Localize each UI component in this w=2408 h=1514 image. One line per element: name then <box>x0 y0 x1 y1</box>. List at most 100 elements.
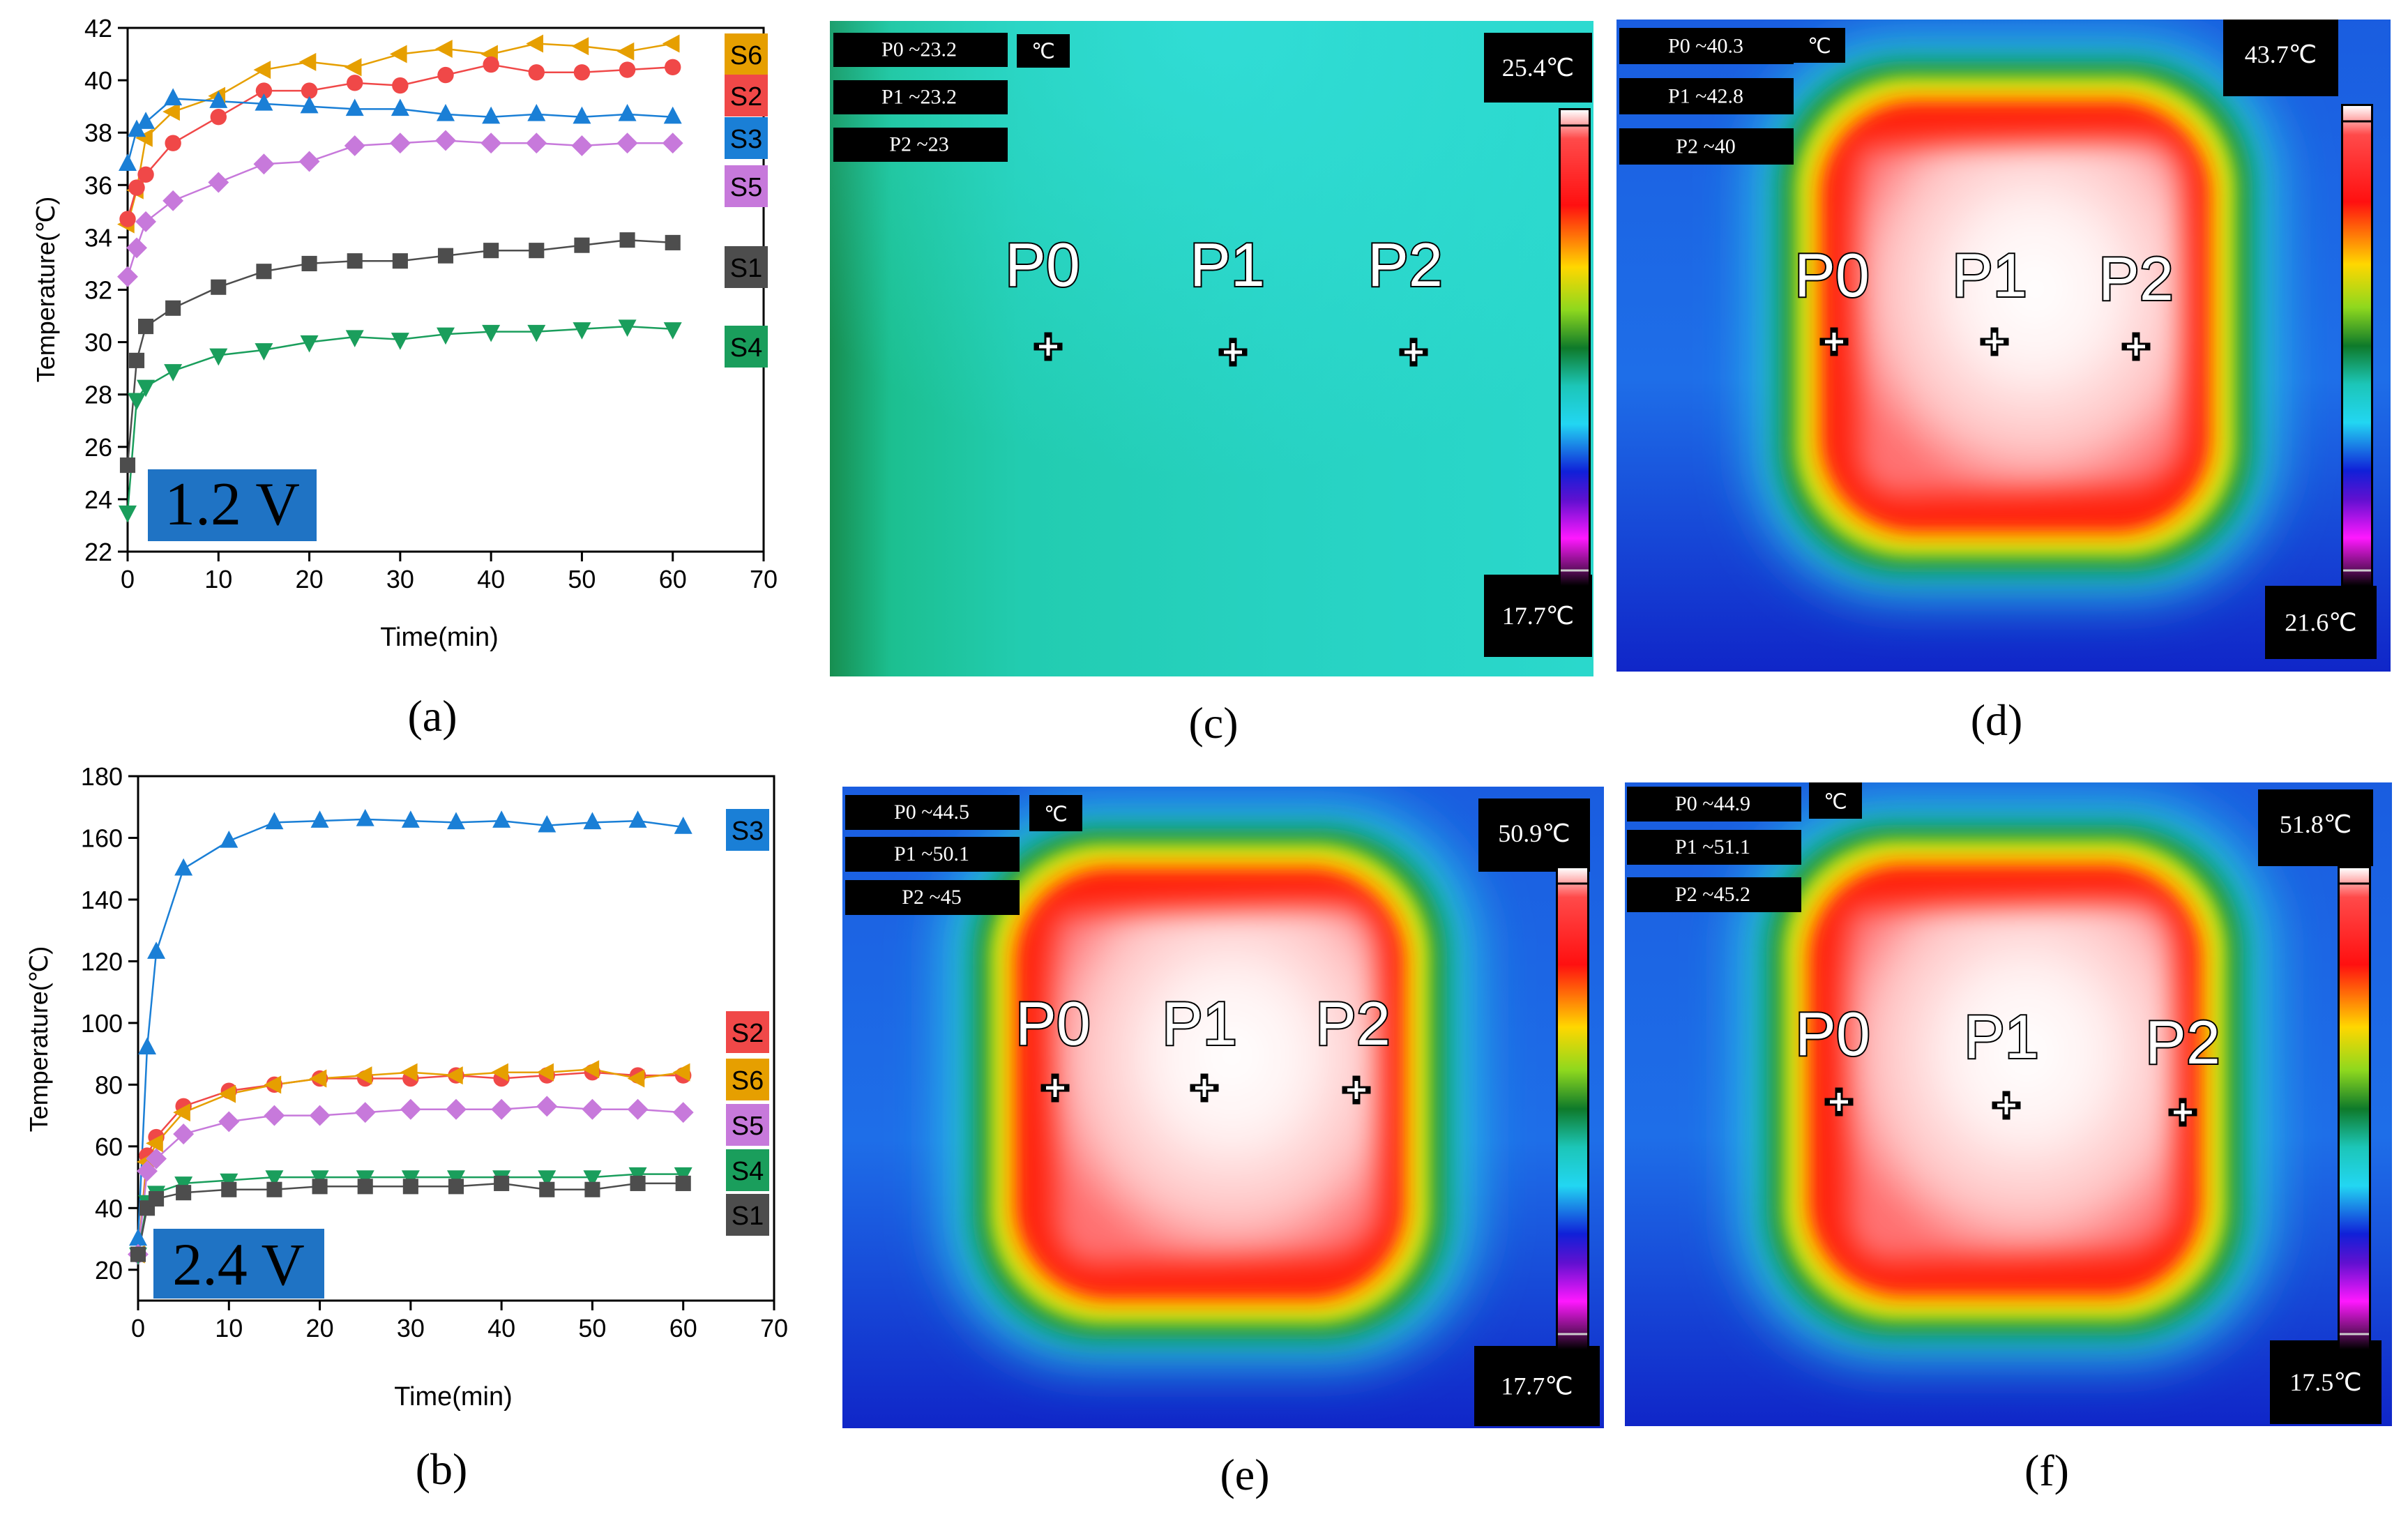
data-point-s1 <box>574 237 590 253</box>
readout-box <box>833 33 1008 67</box>
readout-p0: P0 ~44.5 <box>894 801 969 824</box>
data-point-s5 <box>264 1105 285 1126</box>
legend: S3 S2 S6 S5 S4 S1 <box>726 809 769 1236</box>
data-point-s4 <box>538 1170 556 1188</box>
legend-swatch-s4 <box>726 1149 769 1191</box>
min-temp-box <box>2265 586 2377 659</box>
readout-box <box>1627 830 1801 865</box>
data-point-s4 <box>482 324 501 342</box>
data-point-s3 <box>618 103 637 121</box>
point-label-p2: P2 <box>2145 1008 2220 1077</box>
readout-box <box>1627 877 1801 912</box>
legend-swatch-s6 <box>726 1059 769 1100</box>
x-tick-label: 10 <box>204 565 232 593</box>
data-point-s1 <box>221 1181 237 1197</box>
thermal-overlay: P0 ~23.2 P1 ~23.2 P2 ~23 ℃ 25.4℃ 17.7℃ P0 P1 P2 <box>833 33 1592 657</box>
y-tick-label: 42 <box>84 14 112 43</box>
data-point-s2 <box>665 59 681 76</box>
max-temp: 43.7℃ <box>2245 40 2317 68</box>
panel-label-e: (e) <box>1220 1450 1269 1499</box>
data-point-s5 <box>344 135 365 156</box>
y-axis-label: Temperature(℃) <box>31 197 60 383</box>
thermal-image-f: P0 ~44.9 P1 ~51.1 P2 ~45.2 ℃ 51.8℃ 17.5℃ P0 P1 P… <box>1625 782 2392 1495</box>
crosshair-p2 <box>1347 1081 1365 1099</box>
crosshair-p1 <box>1195 1079 1213 1097</box>
colorbar <box>1558 868 1587 1349</box>
legend-label-s2: S2 <box>730 82 762 112</box>
data-point-s5 <box>662 133 683 154</box>
thermal-image-c: P0 ~23.2P1 ~23.2P2 ~23℃25.4℃17.7℃P0 P1 P2 … <box>830 21 1593 748</box>
y-tick-label: 120 <box>81 947 123 976</box>
data-point-s5 <box>446 1098 467 1120</box>
data-point-s4 <box>119 505 137 523</box>
data-point-s5 <box>526 133 547 154</box>
data-point-s2 <box>528 64 545 81</box>
data-point-s6 <box>627 1069 645 1088</box>
data-point-s5 <box>672 1102 694 1123</box>
data-point-s1 <box>584 1181 600 1197</box>
data-point-s4 <box>583 1170 602 1188</box>
data-point-s6 <box>491 1063 508 1082</box>
point-label-p2: P2 <box>2098 244 2174 313</box>
data-point-s6 <box>146 1134 163 1153</box>
min-temp: 21.6℃ <box>2285 609 2356 637</box>
data-point-s4 <box>663 322 682 340</box>
readout-p0: P0 ~44.9 <box>1675 792 1750 815</box>
data-point-s3 <box>447 812 465 830</box>
voltage-badge: 2.4 V <box>172 1231 305 1298</box>
data-point-s3 <box>437 103 455 121</box>
data-point-s4 <box>618 319 637 338</box>
y-tick-label: 24 <box>84 485 112 514</box>
data-point-s6 <box>662 34 680 53</box>
data-point-s3 <box>137 112 156 129</box>
data-point-s5 <box>627 1098 649 1120</box>
colorbar <box>2343 106 2371 586</box>
data-point-s2 <box>119 211 136 227</box>
data-point-s2 <box>255 82 273 99</box>
crosshair-p1 <box>1224 343 1242 361</box>
x-tick-label: 30 <box>386 565 414 593</box>
unit-label: ℃ <box>1044 803 1068 826</box>
data-point-s2 <box>347 75 363 91</box>
thermal-glow <box>830 21 1593 676</box>
unit-box <box>1029 795 1082 831</box>
voltage-badge: 1.2 V <box>165 471 300 538</box>
data-point-s6 <box>536 1063 554 1082</box>
y-tick-label: 30 <box>84 328 112 357</box>
data-point-s1 <box>357 1179 373 1195</box>
data-point-s6 <box>309 1069 327 1088</box>
unit-label: ℃ <box>1808 35 1831 58</box>
plot-frame <box>137 775 775 1302</box>
x-tick-label: 20 <box>306 1314 334 1342</box>
data-point-s3 <box>265 812 284 830</box>
x-axis-label: Time(min) <box>380 623 499 652</box>
x-tick-label: 0 <box>121 565 135 593</box>
crosshair-p0 <box>1046 1079 1064 1097</box>
legend-swatch-s1 <box>726 1194 769 1236</box>
data-point-s4 <box>164 364 183 381</box>
x-axis-ticks: 0 10 20 30 40 50 60 70 <box>131 1301 788 1342</box>
max-temp-box <box>1478 798 1590 872</box>
y-tick-label: 34 <box>84 223 112 252</box>
data-point-s4 <box>437 327 455 345</box>
crosshair-p1 <box>1985 333 2004 351</box>
max-temp: 50.9℃ <box>1498 819 1570 847</box>
unit-label: ℃ <box>1824 790 1847 813</box>
y-axis-label: Temperature(℃) <box>24 946 53 1133</box>
crosshair-p0 <box>1039 338 1057 356</box>
data-point-s3 <box>674 817 692 834</box>
y-tick-label: 180 <box>81 762 123 791</box>
min-temp-box <box>1484 575 1592 657</box>
readout-box <box>1619 78 1794 114</box>
readout-box <box>1619 28 1794 64</box>
x-tick-label: 50 <box>568 565 596 593</box>
series-line-s1 <box>126 239 673 466</box>
voltage-badge-bg <box>153 1229 324 1299</box>
legend: S6 S2 S3 S5 S1 S4 <box>725 33 768 368</box>
data-point-s5 <box>218 1111 240 1133</box>
readout-p1: P1 ~23.2 <box>881 85 957 108</box>
colorbar <box>1561 110 1589 586</box>
readout-p0: P0 ~23.2 <box>881 38 957 61</box>
readout-box <box>845 880 1020 915</box>
